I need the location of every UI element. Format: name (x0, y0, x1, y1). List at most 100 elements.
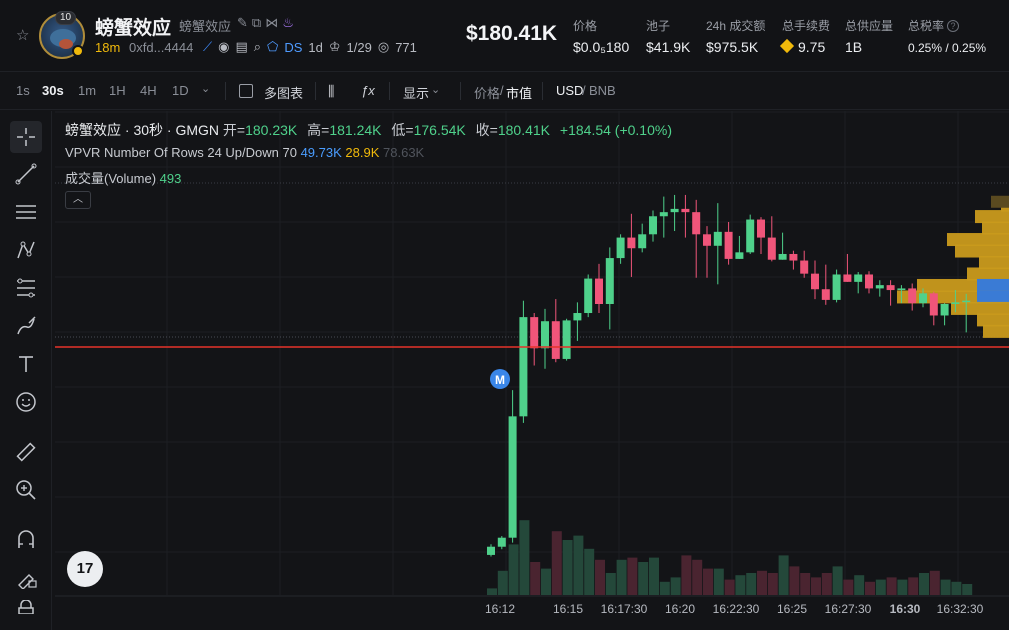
magnet-icon[interactable] (10, 524, 42, 556)
x-axis: 16:12 16:15 16:17:30 16:20 16:22:30 16:25 16:2… (55, 595, 1009, 616)
stat-value-row: 9.75 (779, 38, 830, 55)
volume-bars (487, 520, 973, 595)
close-value: 180.41K (497, 122, 551, 138)
volume-bar (659, 581, 670, 595)
contract-address[interactable]: 0xfd...4444 (129, 40, 194, 55)
candle-body (670, 208, 679, 213)
lock-icon[interactable] (10, 600, 42, 622)
vpvr-legend[interactable]: VPVR Number Of Rows 24 Up/Down 70 49.73K… (65, 145, 424, 160)
search-icon[interactable]: ⌕ (253, 39, 262, 54)
brush-icon[interactable] (10, 310, 42, 342)
crown-icon: ♔ (328, 39, 341, 54)
chart-grid (55, 111, 1009, 597)
volume-bar (530, 562, 541, 595)
currency-bnb[interactable]: BNB (589, 83, 616, 98)
candle-body (573, 313, 582, 321)
help-icon[interactable]: ? (947, 20, 960, 32)
multi-chart-checkbox[interactable] (239, 84, 253, 98)
multi-chart-label[interactable]: 多图表 (264, 86, 304, 101)
timeframe-30s[interactable]: 30s (42, 83, 64, 98)
divider (389, 82, 390, 100)
stat-price: 价格 $0.0₅180 (573, 17, 629, 55)
candle-body (692, 212, 701, 235)
timeframe-1m[interactable]: 1m (78, 83, 97, 98)
copy-icon[interactable]: ⧉ (251, 15, 266, 30)
fib-levels-icon[interactable] (10, 272, 42, 304)
zoom-in-icon[interactable] (10, 474, 42, 506)
horizontal-lines-icon[interactable] (10, 196, 42, 228)
divider (460, 82, 461, 100)
display-menu[interactable]: 显示 (403, 86, 430, 101)
fire-icon[interactable]: ♨ (282, 15, 298, 30)
ds-label[interactable]: DS (284, 39, 303, 55)
lock-drawing-icon[interactable] (10, 562, 42, 594)
volume-bar (940, 579, 951, 595)
volume-bar (670, 577, 681, 595)
token-meta-row: ⟋ ◉ ▤ ⌕ ⬠ DS 1d ♔ 1/29 ◎ 771 (203, 39, 417, 55)
feather-icon[interactable]: ⟋ (203, 39, 213, 54)
volume-bar (919, 573, 929, 595)
candle-body (951, 302, 960, 304)
trend-line-icon[interactable] (10, 158, 42, 190)
ds-icon: ⬠ (267, 39, 279, 54)
volume-bar (821, 573, 832, 595)
volume-bar (627, 557, 638, 595)
volume-bar (962, 584, 973, 595)
candle-body (821, 289, 830, 300)
volume-bar (735, 575, 746, 595)
volume-legend[interactable]: 成交量(Volume) 493 (65, 168, 181, 187)
marker-badge: M (490, 369, 510, 389)
text-icon[interactable] (10, 348, 42, 380)
marker-badge-label: M (495, 373, 505, 387)
candle-body (908, 288, 917, 304)
candle-body (724, 231, 733, 259)
stat-label: 池子 (646, 19, 671, 33)
timeframe-4h[interactable]: 4H (140, 83, 157, 98)
candle-body (854, 274, 863, 282)
candle-body (562, 320, 571, 359)
chevron-down-icon[interactable]: ⌄ (431, 84, 441, 96)
timeframe-1s[interactable]: 1s (16, 83, 30, 98)
edit-icon[interactable]: ✎ (237, 15, 252, 30)
stat-value: $975.5K (706, 39, 759, 55)
candle-body (659, 212, 668, 217)
x-tick-label: 16:20 (665, 602, 695, 616)
indicators-icon[interactable]: ƒx (361, 83, 375, 98)
stat-label: 总供应量 (845, 19, 894, 33)
candle-body (865, 274, 873, 289)
timeframe-1d[interactable]: 1D (172, 83, 189, 98)
price-chart[interactable]: M 16:12 16:15 16:17:30 16:20 16:22:30 16:25 16… (55, 111, 1009, 630)
social-icon[interactable]: ◉ (218, 39, 230, 54)
crosshair-icon[interactable] (10, 121, 42, 153)
doc-icon[interactable]: ▤ (235, 39, 248, 54)
chart-canvas[interactable]: M 16:12 16:15 16:17:30 16:20 16:22:30 16:25 16… (55, 111, 1009, 630)
mcap-mode-toggle[interactable]: 市值 (506, 86, 533, 101)
currency-usd[interactable]: USD (556, 83, 584, 98)
volume-bar (929, 570, 940, 595)
candle-body (497, 537, 506, 547)
pattern-icon[interactable] (10, 234, 42, 266)
share-icon[interactable]: ⋈ (265, 15, 283, 30)
emoji-icon[interactable] (10, 386, 42, 418)
mode-divider: / (582, 83, 586, 98)
tradingview-logo[interactable]: 17 (67, 551, 103, 587)
favorite-star-icon[interactable]: ☆ (16, 27, 30, 44)
eye-icon: ◎ (377, 39, 390, 54)
candle-body (530, 317, 539, 349)
volume-bar (616, 559, 627, 595)
open-key: 开= (222, 122, 246, 138)
candle-body (811, 273, 819, 290)
header-action-icons: ✎⧉⋈♨ (237, 15, 298, 31)
candle-body (713, 231, 722, 246)
timeframe-1h[interactable]: 1H (109, 83, 126, 98)
ruler-icon[interactable] (10, 436, 42, 468)
candle-body (735, 252, 744, 259)
candle-body (638, 234, 647, 249)
candle-type-icon[interactable]: ⫼ (328, 83, 335, 99)
x-tick-label: 16:12 (485, 602, 515, 616)
collapse-legend-button[interactable]: ︿ (65, 191, 91, 209)
stat-tax: 总税率? 0.25% / 0.25% (908, 17, 986, 55)
chevron-down-icon[interactable]: ⌄ (201, 83, 211, 95)
price-mode-toggle[interactable]: 价格 (474, 86, 501, 101)
